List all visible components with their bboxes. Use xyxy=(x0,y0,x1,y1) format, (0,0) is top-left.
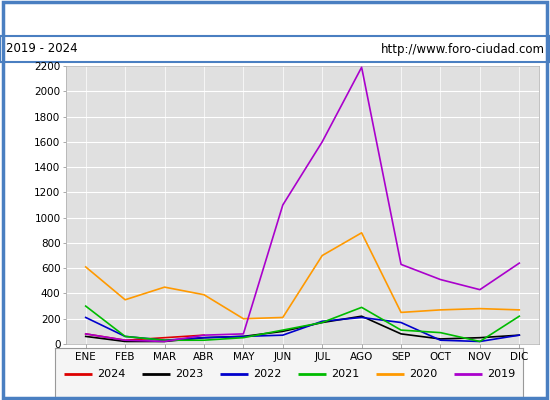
Text: 2021: 2021 xyxy=(331,369,359,379)
Text: Evolucion Nº Turistas Extranjeros en el municipio de Armiñón: Evolucion Nº Turistas Extranjeros en el … xyxy=(71,12,479,24)
Text: 2019: 2019 xyxy=(487,369,515,379)
Text: 2024: 2024 xyxy=(97,369,125,379)
Text: http://www.foro-ciudad.com: http://www.foro-ciudad.com xyxy=(381,42,544,56)
Text: 2019 - 2024: 2019 - 2024 xyxy=(6,42,77,56)
Text: 2023: 2023 xyxy=(175,369,204,379)
Text: 2020: 2020 xyxy=(409,369,437,379)
Text: 2022: 2022 xyxy=(253,369,281,379)
